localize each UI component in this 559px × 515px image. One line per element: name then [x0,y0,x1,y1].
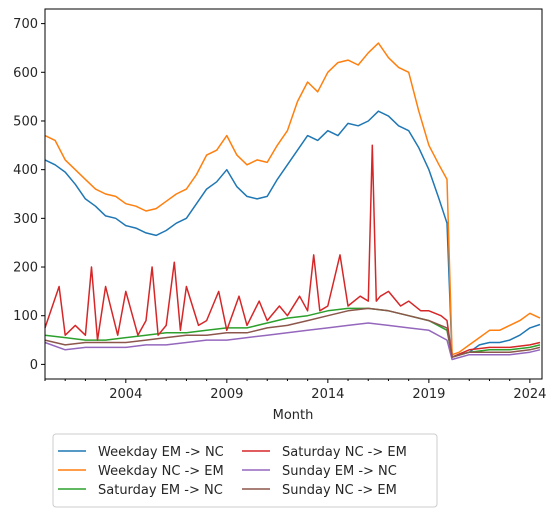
y-tick-label: 600 [13,66,38,81]
plot-frame [44,8,543,380]
legend-label: Sunday EM -> NC [282,464,397,479]
series-layer [44,42,541,361]
series-line-4 [44,144,541,358]
x-tick-label: 2019 [412,387,445,402]
y-tick-label: 300 [13,212,38,227]
x-tick-label: 2014 [311,387,344,402]
y-axis: 0 100 200 300 400 500 600 700 [13,17,45,373]
legend-label: Weekday NC -> EM [98,464,224,479]
legend: Weekday EM -> NC Weekday NC -> EM Saturday… [52,433,438,508]
x-axis: 2004 2009 2014 2019 2024 [44,379,546,402]
legend-label: Weekday EM -> NC [98,445,224,460]
x-tick-label: 2004 [109,387,142,402]
series-line-1 [44,110,541,358]
y-tick-label: 0 [30,358,38,373]
y-tick-label: 200 [13,261,38,276]
series-line-2 [44,42,541,356]
y-tick-label: 700 [13,17,38,32]
x-tick-label: 2024 [513,387,546,402]
series-line-6 [44,307,541,358]
series-line-5 [44,322,541,361]
legend-label: Saturday EM -> NC [98,483,223,498]
y-tick-label: 400 [13,163,38,178]
legend-label: Sunday NC -> EM [282,483,397,498]
legend-label: Saturday NC -> EM [282,445,407,460]
y-tick-label: 500 [13,114,38,129]
x-axis-label: Month [273,408,314,423]
y-tick-label: 100 [13,309,38,324]
x-tick-label: 2009 [210,387,243,402]
